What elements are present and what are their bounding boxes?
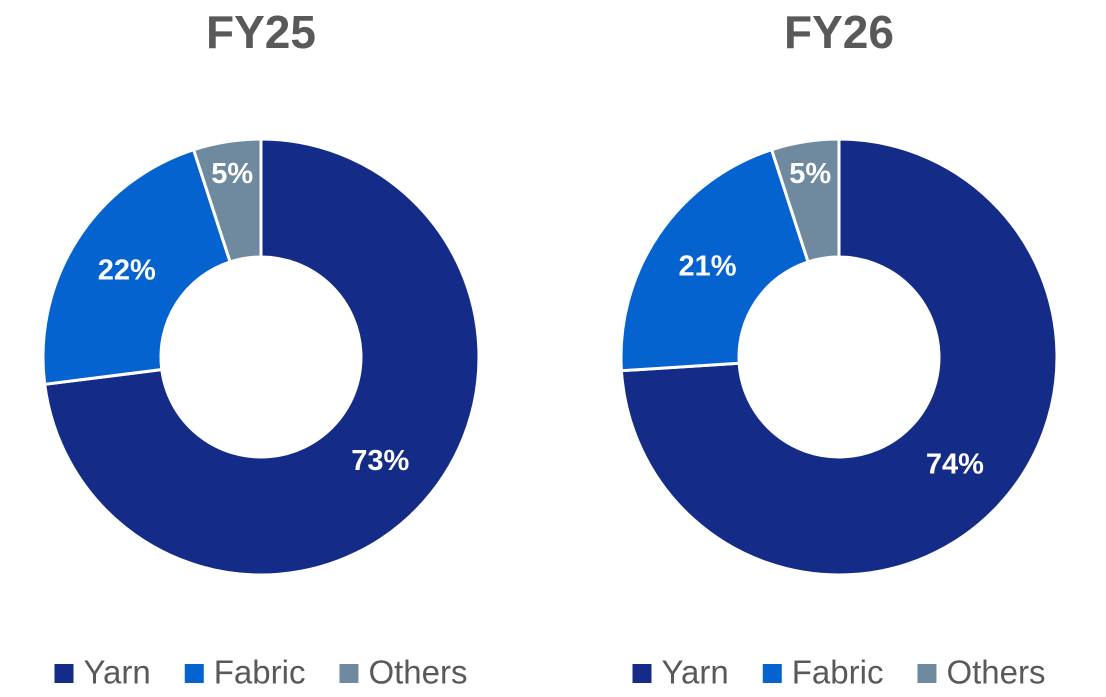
donut-slice <box>769 137 841 264</box>
donut-slice <box>619 147 810 373</box>
legend-swatch <box>917 664 937 683</box>
legend-label: Fabric <box>792 654 884 691</box>
data-label: 21% <box>678 250 736 282</box>
legend-label: Yarn <box>662 654 729 691</box>
legend-swatch <box>339 664 359 683</box>
legend: Yarn Fabric Others <box>54 654 468 691</box>
chart-title: FY26 <box>784 6 894 58</box>
data-label: 22% <box>98 254 156 286</box>
legend-label: Fabric <box>214 654 306 691</box>
donut-slice <box>619 137 1059 577</box>
legend-swatch <box>762 664 782 683</box>
chart-title: FY25 <box>206 6 316 58</box>
data-label: 73% <box>351 445 409 477</box>
legend-label: Others <box>368 654 467 691</box>
data-label: 74% <box>926 448 984 480</box>
legend-swatch <box>54 664 74 683</box>
legend: Yarn Fabric Others <box>632 654 1046 691</box>
donut-slice <box>41 147 232 386</box>
donut-slice <box>191 137 263 264</box>
legend-swatch <box>184 664 204 683</box>
legend-swatch <box>632 664 652 683</box>
legend-label: Others <box>946 654 1045 691</box>
data-label: 5% <box>789 158 831 190</box>
legend-label: Yarn <box>84 654 151 691</box>
data-label: 5% <box>211 158 253 190</box>
donut-slice <box>43 137 481 577</box>
